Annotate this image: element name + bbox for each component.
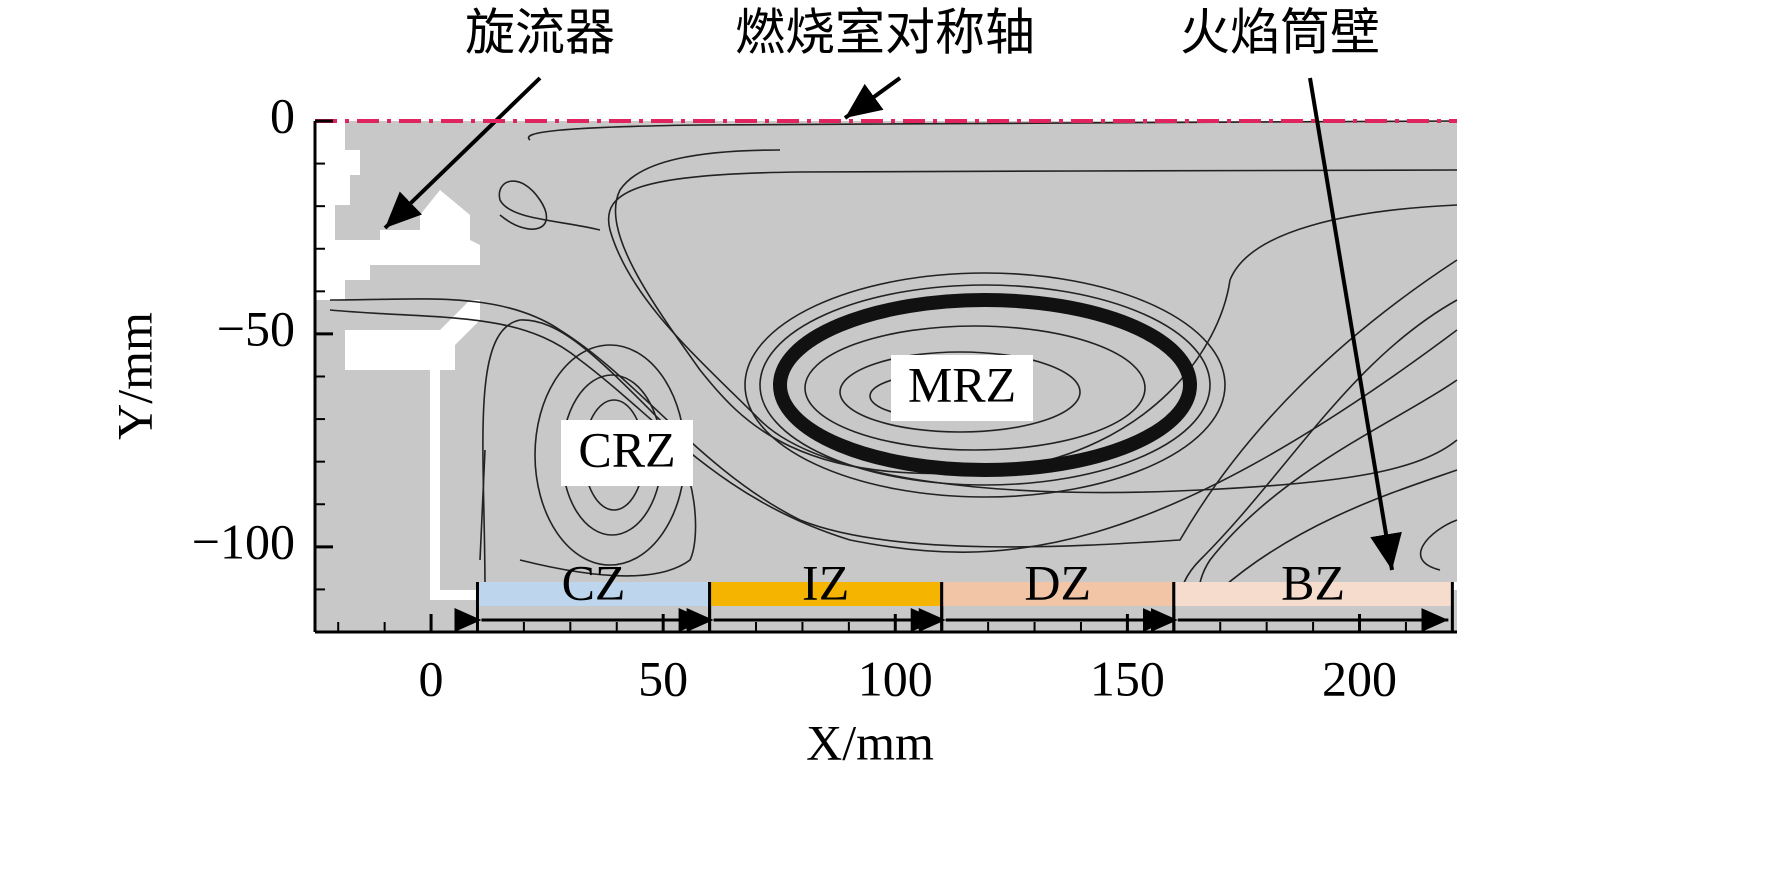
mrz-line xyxy=(804,325,1146,451)
y-tick-label: −100 xyxy=(192,513,295,569)
label-box xyxy=(561,420,693,486)
x-tick-label: 150 xyxy=(1090,650,1165,706)
zone-band xyxy=(477,582,710,606)
region-label: MRZ xyxy=(908,356,1016,412)
streamline xyxy=(1179,299,1458,601)
label-box xyxy=(891,355,1033,421)
swirler xyxy=(315,121,480,280)
zone-label: BZ xyxy=(1281,554,1345,610)
streamline xyxy=(329,259,1458,548)
streamlines xyxy=(329,120,1458,601)
streamline xyxy=(527,120,1458,141)
zone-label: IZ xyxy=(802,554,849,610)
annotation-arrow xyxy=(383,76,542,230)
y-axis-label: Y/mm xyxy=(106,312,162,440)
annotation-arrow xyxy=(843,76,902,120)
annotation-arrow xyxy=(1308,77,1402,571)
y-tick-label: −50 xyxy=(217,300,295,356)
zone-label: DZ xyxy=(1024,554,1091,610)
annotation: 火焰筒壁 xyxy=(1180,4,1380,60)
mrz-line xyxy=(839,351,1081,433)
streamline xyxy=(1197,379,1458,601)
annotation: 旋流器 xyxy=(465,4,615,60)
mrz-core xyxy=(773,293,1197,477)
x-tick-label: 200 xyxy=(1322,650,1397,706)
streamline xyxy=(1219,469,1458,591)
streamline xyxy=(498,180,601,231)
zone-band xyxy=(1173,582,1453,606)
streamline xyxy=(482,319,697,591)
x-tick-label: 50 xyxy=(638,650,688,706)
y-tick-label: 0 xyxy=(270,87,295,143)
mrz-line xyxy=(744,272,1226,498)
annotation: 燃烧室对称轴 xyxy=(735,4,1035,60)
streamline xyxy=(479,449,486,561)
region-label: CRZ xyxy=(578,421,675,477)
zone-label: CZ xyxy=(562,554,626,610)
x-tick-label: 0 xyxy=(419,650,444,706)
streamline xyxy=(614,149,1458,475)
x-tick-label: 100 xyxy=(858,650,933,706)
streamline xyxy=(1419,519,1458,571)
streamline xyxy=(329,309,1458,553)
swirler-vane xyxy=(315,265,345,300)
liner-head xyxy=(345,300,480,600)
x-axis-label: X/mm xyxy=(806,714,934,770)
zone-band xyxy=(941,582,1174,606)
zone-band xyxy=(709,582,942,606)
mrz-line xyxy=(759,284,1211,486)
